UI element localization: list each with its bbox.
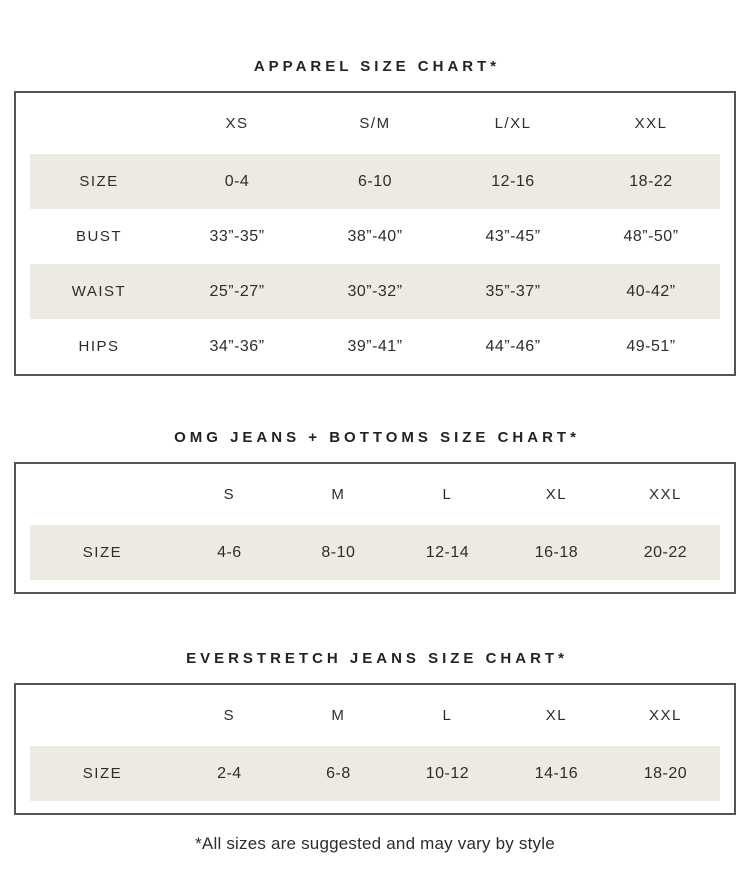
everstretch-jeans-size-chart-section: EVERSTRETCH JEANS SIZE CHART* S M L XL X… — [14, 650, 736, 815]
size-value: 14-16 — [534, 764, 579, 782]
column-header-xl: XL — [545, 707, 568, 724]
size-value: 49-51” — [626, 337, 676, 355]
table-row-waist: WAIST 25”-27” 30”-32” 35”-37” 40-42” — [30, 264, 720, 319]
row-label: BUST — [75, 228, 122, 245]
size-value: 12-16 — [491, 172, 535, 190]
size-value: 16-18 — [534, 543, 579, 561]
column-header-lxl: L/XL — [494, 115, 532, 132]
table-row-size: SIZE 4-6 8-10 12-14 16-18 20-22 — [30, 525, 720, 580]
size-value: 38”-40” — [347, 227, 403, 245]
omg-jeans-size-chart-section: OMG JEANS + BOTTOMS SIZE CHART* S M L XL… — [14, 429, 736, 594]
column-header-xl: XL — [545, 486, 568, 503]
table-header-row: S M L XL XXL — [30, 464, 720, 525]
size-value: 4-6 — [217, 543, 242, 561]
column-header-empty — [30, 93, 168, 154]
size-value: 6-10 — [357, 172, 393, 190]
column-header-s: S — [223, 707, 236, 724]
size-value: 30”-32” — [347, 282, 403, 300]
column-header-s: S — [223, 486, 236, 503]
size-value: 39”-41” — [347, 337, 403, 355]
omg-jeans-size-table: S M L XL XXL SIZE 4-6 8-10 12-14 16-18 2… — [14, 462, 736, 594]
everstretch-size-table: S M L XL XXL SIZE 2-4 6-8 10-12 14-16 18… — [14, 683, 736, 815]
size-value: 33”-35” — [209, 227, 265, 245]
row-label: WAIST — [71, 283, 127, 300]
column-header-sm: S/M — [359, 115, 391, 132]
column-header-xxl: XXL — [649, 486, 682, 503]
size-value: 43”-45” — [485, 227, 541, 245]
size-value: 8-10 — [321, 543, 356, 561]
row-label: HIPS — [78, 338, 120, 355]
apparel-size-chart-section: APPAREL SIZE CHART* XS S/M L/XL XXL SIZE… — [14, 58, 736, 376]
column-header-xxl: XXL — [649, 707, 682, 724]
size-value: 35”-37” — [485, 282, 541, 300]
column-header-empty — [30, 685, 175, 746]
row-label: SIZE — [82, 765, 123, 782]
table-header-row: S M L XL XXL — [30, 685, 720, 746]
everstretch-chart-title: EVERSTRETCH JEANS SIZE CHART* — [186, 650, 568, 667]
size-value: 48”-50” — [623, 227, 679, 245]
column-header-xs: XS — [225, 115, 249, 132]
footnote: *All sizes are suggested and may vary by… — [195, 834, 555, 853]
size-value: 40-42” — [626, 282, 676, 300]
size-value: 34”-36” — [209, 337, 265, 355]
size-chart-content: APPAREL SIZE CHART* XS S/M L/XL XXL SIZE… — [14, 58, 736, 853]
size-value: 18-20 — [643, 764, 688, 782]
row-label: SIZE — [79, 173, 119, 190]
column-header-xxl: XXL — [634, 115, 668, 132]
column-header-l: L — [442, 486, 453, 503]
size-value: 18-22 — [629, 172, 673, 190]
size-value: 10-12 — [425, 764, 470, 782]
apparel-chart-title: APPAREL SIZE CHART* — [253, 58, 501, 75]
apparel-size-table: XS S/M L/XL XXL SIZE 0-4 6-10 12-16 18-2… — [14, 91, 736, 376]
table-row-size: SIZE 2-4 6-8 10-12 14-16 18-20 — [30, 746, 720, 801]
size-value: 44”-46” — [485, 337, 541, 355]
size-value: 20-22 — [643, 543, 688, 561]
omg-jeans-chart-title: OMG JEANS + BOTTOMS SIZE CHART* — [174, 429, 580, 446]
size-value: 25”-27” — [209, 282, 265, 300]
size-value: 12-14 — [425, 543, 470, 561]
table-row-size: SIZE 0-4 6-10 12-16 18-22 — [30, 154, 720, 209]
size-value: 2-4 — [217, 764, 242, 782]
size-value: 0-4 — [224, 172, 250, 190]
size-value: 6-8 — [326, 764, 351, 782]
table-header-row: XS S/M L/XL XXL — [30, 93, 720, 154]
row-label: SIZE — [82, 544, 123, 561]
column-header-empty — [30, 464, 175, 525]
column-header-m: M — [331, 707, 346, 724]
column-header-m: M — [331, 486, 346, 503]
table-row-bust: BUST 33”-35” 38”-40” 43”-45” 48”-50” — [30, 209, 720, 264]
column-header-l: L — [442, 707, 453, 724]
table-row-hips: HIPS 34”-36” 39”-41” 44”-46” 49-51” — [30, 319, 720, 374]
